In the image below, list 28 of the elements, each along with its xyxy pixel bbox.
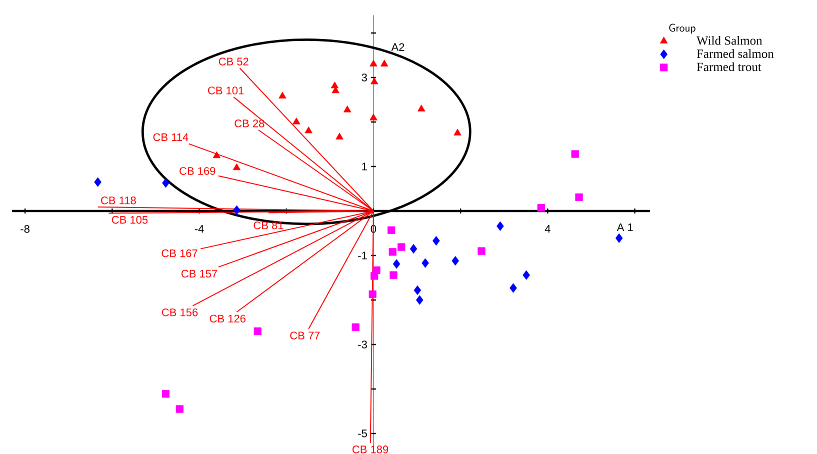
series-label: CB 156 <box>162 308 198 316</box>
series-label: CB 28 <box>234 120 264 128</box>
series-label: CB 81 <box>254 221 284 230</box>
y-tick-label: 1 <box>362 162 367 170</box>
series-label: CB 167 <box>162 249 198 258</box>
series-label: CB 52 <box>218 58 248 66</box>
y-tick-label: 3 <box>362 74 367 82</box>
legend-label: Farmed salmon <box>696 49 774 58</box>
series-label: CB 189 <box>352 446 388 454</box>
series-label: CB 77 <box>290 332 320 340</box>
y-tick-label: -3 <box>358 340 367 348</box>
series-label: CB 157 <box>182 270 218 278</box>
x-tick-label: 4 <box>544 225 550 233</box>
x-tick-label: -8 <box>20 225 30 233</box>
series-label: CB 118 <box>101 196 136 204</box>
legend-label: Farmed trout <box>696 62 762 72</box>
y-axis-title: A2 <box>391 43 404 51</box>
series-label: CB 169 <box>180 167 216 175</box>
legend-title: Group <box>669 24 696 34</box>
x-tick-label: -4 <box>194 225 204 233</box>
legend-label: Wild Salmon <box>696 36 762 45</box>
series-label: CB 114 <box>153 133 188 142</box>
y-tick-label: -5 <box>358 430 367 438</box>
series-label: CB 105 <box>112 216 148 224</box>
series-label: CB 126 <box>210 314 246 322</box>
series-label: CB 101 <box>208 86 244 94</box>
x-axis-title: A 1 <box>616 223 633 232</box>
y-tick-label: -1 <box>358 252 367 260</box>
